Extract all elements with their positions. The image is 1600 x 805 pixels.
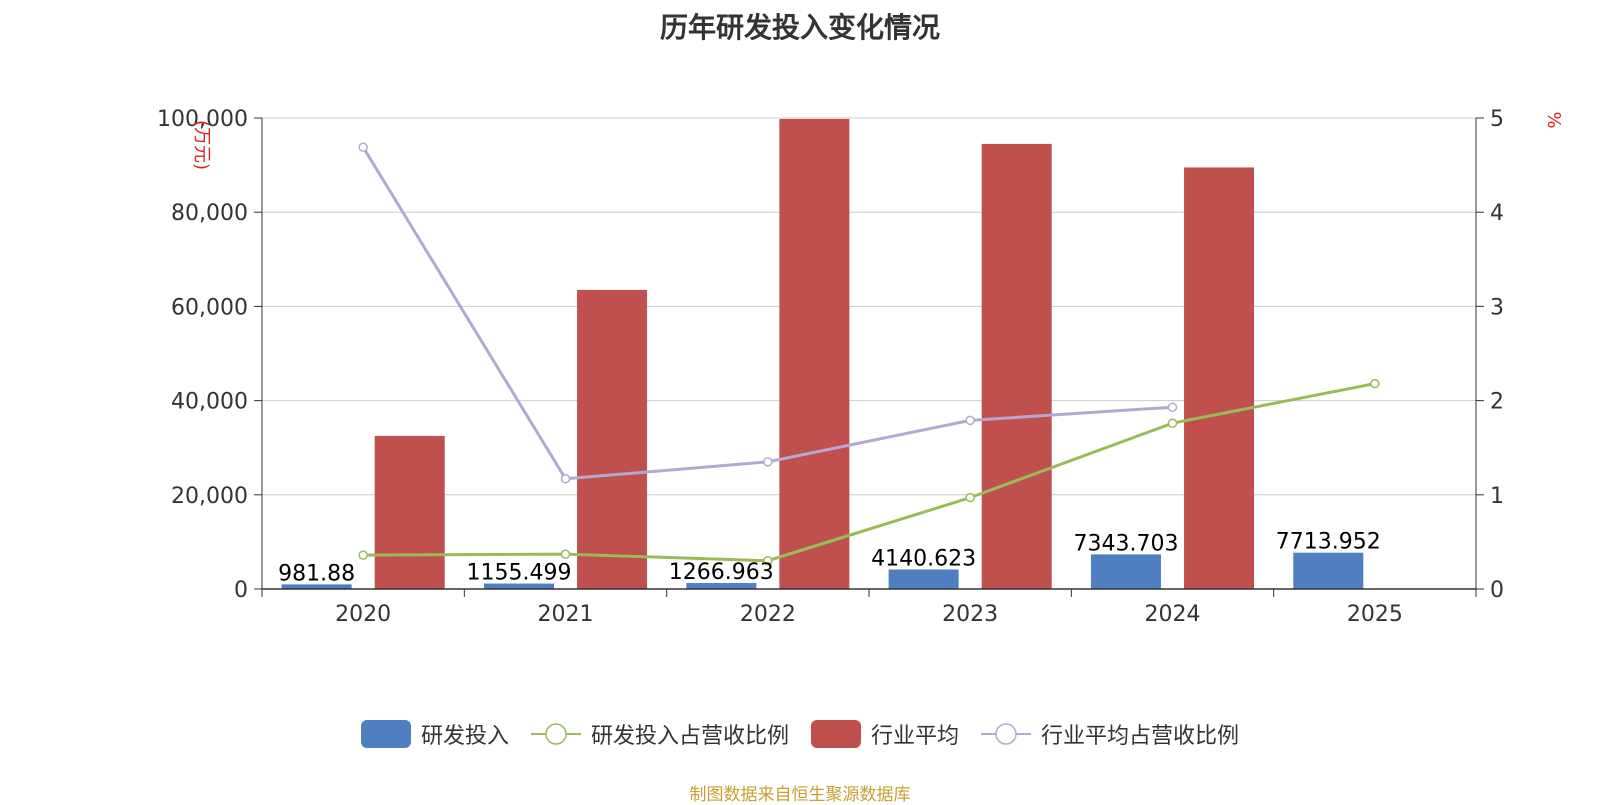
line-point [965, 492, 975, 503]
y-left-tick-label: 80,000 [171, 201, 248, 226]
line-series [358, 142, 1380, 566]
bar-data-label: 7343.703 [1073, 531, 1178, 556]
bar [779, 118, 850, 589]
x-tick-label: 2022 [740, 602, 796, 627]
chart-title: 历年研发投入变化情况 [659, 11, 940, 44]
line-point [763, 555, 773, 566]
bar-series [281, 118, 1364, 589]
legend-line-swatch [530, 723, 581, 745]
chart-plot: 981.88 1155.499 1266.963 4140.623 7343.703 77… [157, 107, 1564, 627]
legend-label: 行业平均 [871, 724, 960, 749]
legend-line-swatch [981, 723, 1032, 745]
bar [981, 143, 1052, 589]
x-tick-label: 2023 [942, 602, 998, 627]
line-point [358, 550, 368, 560]
line-point [560, 549, 571, 559]
y-left-tick-label: 20,000 [171, 484, 248, 509]
y-left-tick-label: 40,000 [171, 390, 248, 415]
legend-item[interactable]: 研发投入 [360, 718, 509, 750]
legend-bar-swatch [360, 720, 411, 748]
x-tick-label: 2024 [1145, 602, 1201, 627]
y-right-tick-label: 3 [1490, 295, 1504, 320]
legend-item[interactable]: 研发投入占营收比例 [530, 718, 789, 750]
axes: 0 20,000 40,000 60,000 80,000 100,000 0 1 2 3 4 5 (万… [157, 107, 1564, 627]
x-tick-label: 2021 [538, 602, 594, 627]
legend-item[interactable]: 行业平均占营收比例 [981, 718, 1239, 750]
y-right-tick-label: 2 [1490, 390, 1504, 415]
series-line [363, 382, 1376, 563]
bar-data-label: 1155.499 [466, 561, 571, 586]
x-tick-label: 2020 [335, 602, 391, 627]
y-left-tick-label: 0 [234, 578, 248, 603]
bar [888, 569, 959, 589]
bar-data-label: 981.88 [278, 561, 355, 586]
x-tick-label: 2025 [1347, 602, 1403, 627]
bar [577, 289, 648, 589]
grid-lines [262, 117, 1476, 496]
bar [686, 583, 757, 589]
line-point [1167, 402, 1178, 412]
bar [281, 584, 352, 589]
bar [1293, 552, 1364, 589]
legend-label: 研发投入占营收比例 [590, 724, 789, 749]
legend: 研发投入 研发投入占营收比例 行业平均 行业平均占营收比例 [0, 718, 1600, 750]
bar-data-label: 4140.623 [871, 546, 976, 571]
legend-item[interactable]: 行业平均 [811, 718, 959, 750]
line-point [763, 457, 773, 467]
line-point [1167, 418, 1178, 428]
bar [1090, 554, 1161, 589]
bar [483, 583, 554, 589]
y-left-tick-label: 60,000 [171, 295, 248, 320]
legend-bar-swatch [811, 720, 861, 748]
bar-data-label: 7713.952 [1276, 530, 1381, 555]
line-point [1370, 378, 1380, 389]
data-labels: 981.88 1155.499 1266.963 4140.623 7343.703 77… [278, 530, 1381, 587]
legend-label: 研发投入 [420, 724, 509, 749]
bar-data-label: 1266.963 [669, 560, 774, 585]
y-right-tick-label: 5 [1490, 107, 1504, 132]
source-note: 制图数据来自恒生聚源数据库 [689, 785, 911, 805]
line-point [560, 474, 571, 484]
line-point [358, 142, 368, 152]
y-left-tick-label: 100,000 [157, 107, 248, 132]
bar [1184, 167, 1255, 589]
legend-label: 行业平均占营收比例 [1041, 724, 1240, 749]
y-right-tick-label: 0 [1490, 578, 1504, 603]
line-point [965, 415, 975, 426]
y-left-axis-label: (万元) [191, 120, 212, 170]
bar [374, 435, 445, 589]
y-right-axis-label: % [1543, 111, 1564, 128]
y-right-tick-label: 1 [1490, 484, 1504, 509]
y-right-tick-label: 4 [1490, 201, 1504, 226]
